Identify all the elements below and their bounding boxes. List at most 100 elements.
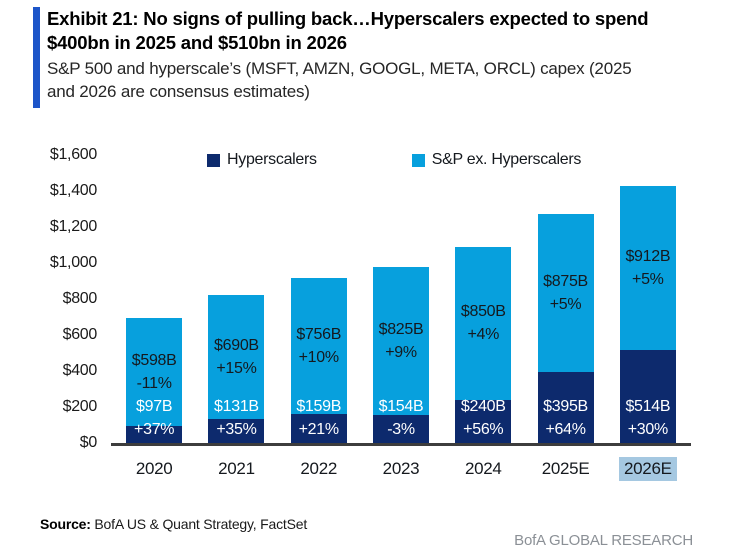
- hyperscalers-swatch-icon: [207, 153, 220, 167]
- sp-value-label: $825B: [378, 321, 424, 339]
- x-slot: 2025E: [524, 457, 606, 481]
- title-accent-bar: [33, 7, 40, 108]
- hyperscalers-segment-label: $159B +21%: [291, 395, 347, 441]
- bofa-global-research-brand: BofA GLOBAL RESEARCH: [514, 532, 693, 546]
- hyper-growth-label: +37%: [134, 421, 175, 438]
- legend-item-hyperscalers: Hyperscalers: [207, 152, 317, 168]
- x-axis-line: [111, 443, 691, 446]
- x-slot: 2024: [442, 457, 524, 481]
- hyper-growth-label: +35%: [216, 421, 257, 438]
- y-tick-label: $200: [62, 398, 98, 415]
- x-tick-label-2023: 2023: [382, 459, 420, 478]
- y-tick-label: $1,400: [49, 182, 97, 199]
- sp-ex-hyperscalers-segment: $850B +4%: [455, 246, 512, 400]
- sp-value-label: $690B: [214, 337, 259, 355]
- bar-slot: $690B +15% $131B +35%: [195, 155, 277, 443]
- sp-segment-label: $690B +15%: [208, 334, 264, 380]
- legend-label: Hyperscalers: [227, 151, 317, 168]
- hyperscalers-segment-label: $97B +37%: [126, 395, 182, 441]
- sp-ex-hyperscalers-swatch-icon: [411, 153, 425, 167]
- bar-slot: $850B +4% $240B +56%: [442, 155, 524, 443]
- hyper-value-label: $159B: [296, 398, 342, 415]
- exhibit-title: Exhibit 21: No signs of pulling back…Hyp…: [47, 8, 649, 53]
- sp-value-label: $850B: [460, 303, 506, 321]
- bar-slot: $598B -11% $97B +37%: [113, 155, 195, 443]
- sp-ex-hyperscalers-segment: $598B -11%: [126, 317, 183, 426]
- hyperscalers-segment-label: $154B -3%: [373, 395, 429, 441]
- capex-bar-chart: $1,600 $1,400 $1,200 $1,000 $800 $600 $400 $200…: [0, 140, 735, 492]
- sp-growth-label: +4%: [467, 326, 500, 344]
- sp-segment-label: $850B +4%: [455, 300, 511, 346]
- x-slot: 2020: [113, 457, 195, 481]
- sp-growth-label: +5%: [632, 271, 664, 289]
- sp-segment-label: $875B +5%: [538, 270, 594, 316]
- bar-2025E: $875B +5% $395B +64%: [537, 214, 594, 443]
- source-line: Source: BofA US & Quant Strategy, FactSe…: [40, 515, 307, 533]
- y-tick-label: $1,600: [49, 146, 97, 163]
- sp-growth-label: +9%: [385, 344, 417, 362]
- bar-slot: $825B +9% $154B -3%: [360, 155, 442, 443]
- x-tick-label-2026e: 2026E: [618, 457, 677, 481]
- x-slot: 2026E: [607, 457, 689, 481]
- hyperscalers-segment: [537, 371, 594, 443]
- sp-segment-label: $756B +10%: [291, 323, 347, 369]
- source-label: Source:: [40, 516, 91, 532]
- y-tick-label: $1,000: [49, 254, 97, 271]
- y-tick-label: $1,200: [49, 218, 97, 235]
- hyper-value-label: $514B: [625, 398, 671, 415]
- sp-segment-label: $912B +5%: [620, 245, 676, 291]
- hyper-growth-label: +56%: [463, 421, 504, 438]
- hyperscalers-segment-label: $240B +56%: [455, 395, 511, 441]
- sp-ex-hyperscalers-segment: $912B +5%: [619, 186, 676, 351]
- sp-segment-label: $598B -11%: [126, 349, 182, 395]
- hyperscalers-segment: [619, 350, 676, 443]
- x-slot: 2021: [195, 457, 277, 481]
- hyper-value-label: $154B: [378, 398, 424, 415]
- sp-ex-hyperscalers-segment: $690B +15%: [208, 295, 265, 420]
- sp-growth-label: -11%: [136, 374, 172, 392]
- hyper-growth-label: +30%: [627, 421, 668, 438]
- hyperscalers-segment: [208, 419, 265, 443]
- bar-2023: $825B +9% $154B -3%: [372, 266, 429, 443]
- source-text: BofA US & Quant Strategy, FactSet: [90, 516, 308, 532]
- hyperscalers-segment: [372, 415, 429, 443]
- sp-ex-hyperscalers-segment: $875B +5%: [537, 214, 594, 372]
- exhibit-header: Exhibit 21: No signs of pulling back…Hyp…: [47, 7, 712, 103]
- hyper-value-label: $131B: [214, 398, 259, 415]
- chart-legend: Hyperscalers S&P ex. Hyperscalers: [207, 152, 581, 168]
- y-tick-label: $400: [62, 362, 98, 379]
- sp-ex-hyperscalers-segment: $825B +9%: [372, 266, 429, 416]
- bar-2022: $756B +10% $159B +21%: [290, 278, 347, 443]
- hyperscalers-segment: [290, 414, 347, 443]
- x-slot: 2023: [360, 457, 442, 481]
- sp-value-label: $875B: [543, 273, 588, 291]
- bar-slot: $756B +10% $159B +21%: [278, 155, 360, 443]
- hyperscalers-segment-label: $131B +35%: [208, 395, 264, 441]
- x-tick-label-2022: 2022: [300, 459, 338, 478]
- sp-growth-label: +5%: [549, 296, 582, 314]
- hyperscalers-segment-label: $514B +30%: [620, 395, 676, 441]
- bar-slot: $875B +5% $395B +64%: [524, 155, 606, 443]
- y-tick-label: $600: [62, 326, 98, 343]
- y-tick-label: $800: [62, 290, 98, 307]
- x-slot: 2022: [278, 457, 360, 481]
- hyper-value-label: $97B: [136, 398, 173, 415]
- sp-growth-label: +15%: [216, 360, 257, 378]
- sp-value-label: $598B: [131, 351, 177, 369]
- sp-value-label: $756B: [296, 326, 342, 344]
- hyperscalers-segment-label: $395B +64%: [538, 395, 594, 441]
- x-axis: 2020 2021 2022 2023 2024 2025E 2026E: [113, 457, 689, 481]
- bar-2021: $690B +15% $131B +35%: [208, 295, 265, 443]
- x-tick-label-2021: 2021: [218, 459, 255, 478]
- sp-segment-label: $825B +9%: [373, 318, 429, 364]
- sp-value-label: $912B: [625, 248, 671, 266]
- x-tick-label-2020: 2020: [135, 459, 173, 478]
- hyperscalers-segment: [126, 425, 183, 443]
- legend-item-sp-ex-hyperscalers: S&P ex. Hyperscalers: [411, 152, 581, 168]
- y-tick-label: $0: [79, 434, 98, 451]
- bar-2026E: $912B +5% $514B +30%: [619, 186, 676, 443]
- hyper-value-label: $240B: [460, 398, 506, 415]
- hyper-growth-label: -3%: [387, 421, 415, 438]
- hyper-value-label: $395B: [543, 398, 588, 415]
